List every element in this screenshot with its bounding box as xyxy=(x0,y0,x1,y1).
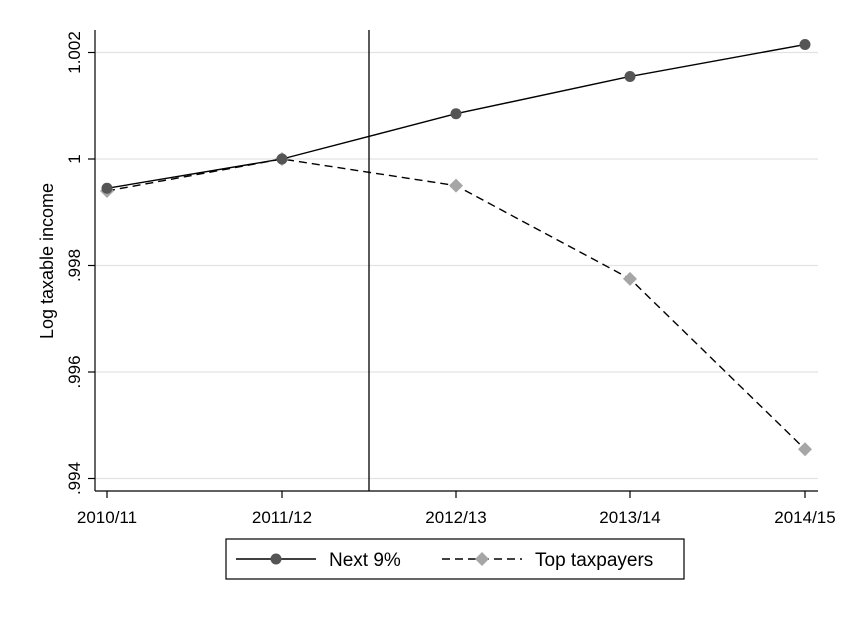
x-tick-label: 2010/11 xyxy=(77,508,137,527)
series-group xyxy=(100,39,812,457)
legend-label-next-9: Next 9% xyxy=(329,550,401,571)
x-tick-label: 2014/15 xyxy=(774,508,835,527)
data-point-diamond xyxy=(798,442,812,457)
series-line-top-taxpayers xyxy=(106,158,806,450)
y-tick-label: 1.002 xyxy=(65,31,84,74)
x-tick-label: 2011/12 xyxy=(252,508,312,527)
y-tick-label: 1 xyxy=(65,154,84,163)
legend: Next 9% Top taxpayers xyxy=(225,538,685,580)
y-axis-title: Log taxable income xyxy=(37,183,57,339)
data-point-circle xyxy=(624,70,636,82)
y-axis-ticks: .994 .996 .998 1 1.002 xyxy=(65,31,95,495)
x-tick-label: 2012/13 xyxy=(425,508,486,527)
legend-label-top-taxpayers: Top taxpayers xyxy=(535,550,653,571)
data-point-circle xyxy=(450,108,462,120)
legend-marker-diamond xyxy=(475,552,489,566)
y-tick-label: .996 xyxy=(65,355,84,388)
x-axis-ticks: 2010/11 2011/12 2012/13 2013/14 2014/15 xyxy=(77,491,836,527)
y-tick-label: .994 xyxy=(65,462,84,495)
data-point-circle xyxy=(276,153,288,165)
data-point-diamond xyxy=(449,178,463,193)
data-point-diamond xyxy=(623,271,637,286)
legend-marker-circle xyxy=(270,553,282,565)
data-point-circle xyxy=(101,182,113,194)
x-tick-label: 2013/14 xyxy=(599,508,660,527)
data-point-circle xyxy=(799,39,811,51)
grid-lines xyxy=(95,51,818,480)
y-tick-label: .998 xyxy=(65,249,84,282)
